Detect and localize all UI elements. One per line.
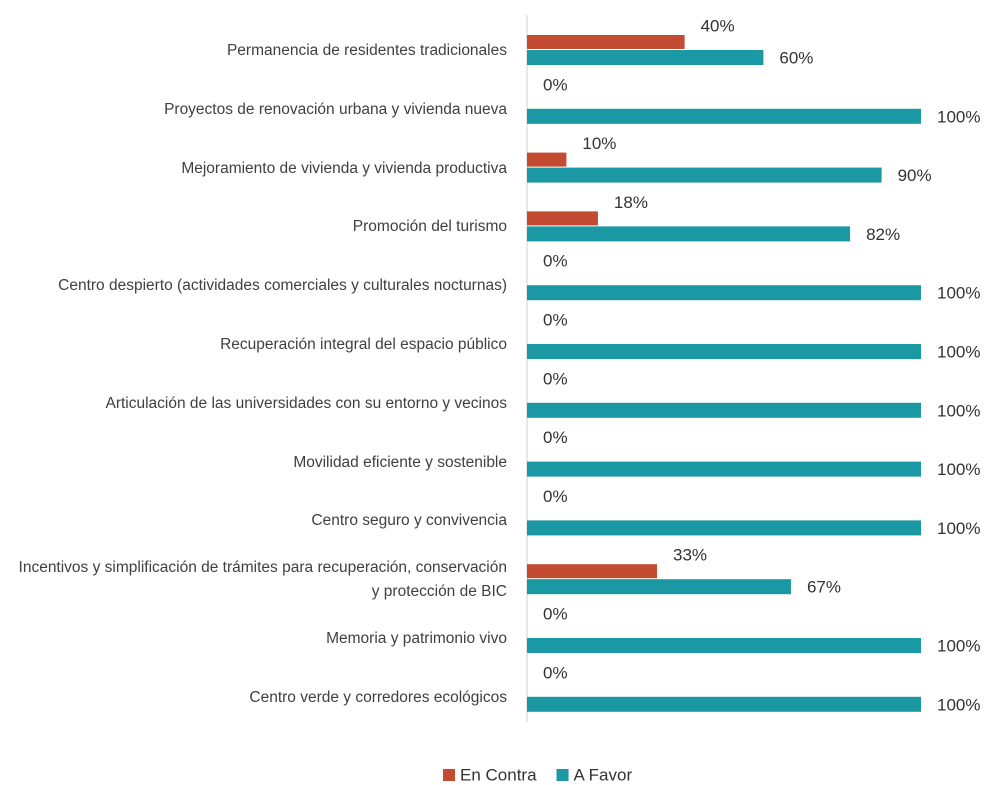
value-label: 33% (673, 546, 707, 565)
bar (527, 579, 791, 595)
value-label: 0% (543, 252, 568, 271)
value-label: 40% (701, 16, 735, 35)
value-label: 100% (937, 401, 980, 420)
bar (527, 696, 921, 712)
legend-swatch (556, 769, 569, 781)
value-label: 100% (937, 636, 980, 655)
category-label: Promoción del turismo (352, 218, 507, 236)
category-label: Centro despierto (actividades comerciale… (58, 277, 507, 295)
legend-swatch (443, 769, 455, 781)
value-label: 100% (937, 107, 980, 126)
value-label: 0% (543, 75, 568, 94)
bar (527, 167, 882, 183)
bar (527, 35, 685, 49)
bar (527, 152, 567, 167)
bar (527, 108, 921, 124)
value-label: 0% (543, 369, 568, 388)
bar (527, 402, 921, 418)
value-label: 18% (614, 193, 648, 212)
category-label: Recuperación integral del espacio públic… (220, 336, 507, 353)
value-label: 82% (866, 225, 900, 244)
bar (527, 50, 764, 65)
category-label: Articulación de las universidades con su… (105, 394, 507, 412)
value-label: 0% (543, 604, 568, 623)
bar (527, 226, 851, 242)
value-label: 100% (937, 342, 980, 361)
value-label: 67% (807, 578, 841, 597)
bar (527, 344, 921, 359)
value-label: 100% (937, 519, 980, 538)
legend-label: En Contra (460, 765, 537, 784)
bar (527, 461, 921, 477)
value-label: 0% (543, 487, 568, 506)
value-label: 60% (779, 48, 813, 67)
bar (527, 638, 921, 653)
category-label: Centro seguro y convivencia (311, 512, 507, 530)
legend-label: A Favor (574, 765, 633, 784)
category-label: Mejoramiento de vivienda y vivienda prod… (181, 159, 507, 177)
value-label: 100% (937, 284, 980, 303)
value-label: 100% (937, 460, 980, 479)
value-label: 100% (937, 695, 980, 714)
category-label: Movilidad eficiente y sostenible (293, 453, 507, 471)
value-label: 10% (582, 134, 616, 153)
category-label: Incentivos y simplificación de trámites … (18, 559, 507, 601)
value-label: 0% (543, 663, 568, 682)
bar (527, 285, 921, 301)
value-label: 90% (898, 166, 932, 185)
value-label: 0% (543, 310, 568, 329)
category-label: Centro verde y corredores ecológicos (249, 688, 507, 706)
bar (527, 520, 921, 536)
bar (527, 564, 658, 579)
category-label: Proyectos de renovación urbana y viviend… (164, 100, 507, 118)
category-label: Permanencia de residentes tradicionales (226, 42, 507, 59)
category-label: Memoria y patrimonio vivo (326, 630, 507, 647)
value-label: 0% (543, 428, 568, 447)
bar (527, 211, 598, 226)
